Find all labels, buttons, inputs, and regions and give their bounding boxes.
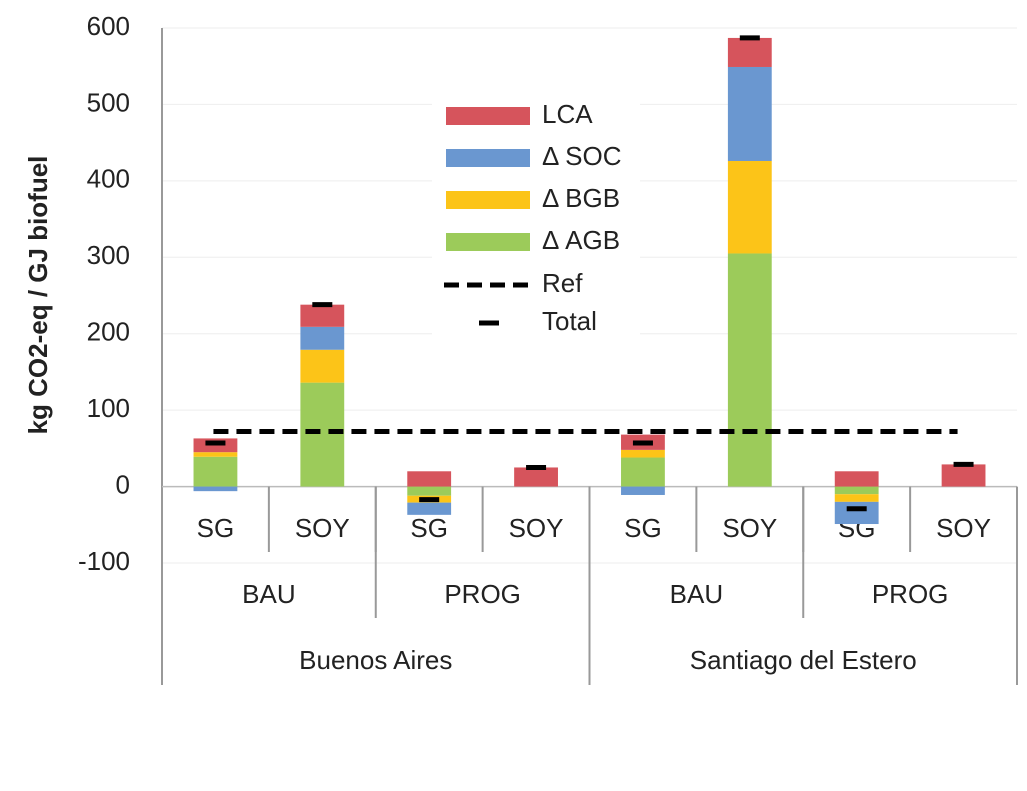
bar-segment <box>407 471 452 487</box>
bar-segment <box>193 456 238 487</box>
x-tick-label: SG <box>624 513 662 543</box>
bar-segment <box>621 457 665 487</box>
bar-segment <box>621 486 665 495</box>
bar-segment <box>193 452 238 457</box>
bar-segment <box>834 486 879 495</box>
y-tick-label: 400 <box>87 164 130 194</box>
legend-swatch <box>446 191 530 209</box>
x-group-label: BAU <box>242 579 295 609</box>
bar-segment <box>727 66 772 161</box>
legend-label: LCA <box>542 99 593 129</box>
legend-label: Total <box>542 306 597 336</box>
x-tick-label: SOY <box>936 513 991 543</box>
legend-swatch <box>446 233 530 251</box>
bar-segment <box>407 486 452 496</box>
bar-segment <box>407 502 452 515</box>
bar-segment <box>834 501 879 525</box>
y-tick-label: 200 <box>87 317 130 347</box>
x-tick-label: SOY <box>295 513 350 543</box>
legend-label: Δ SOC <box>542 141 622 171</box>
bar-segment <box>193 486 238 492</box>
x-group-label: BAU <box>670 579 723 609</box>
x-group-label: Buenos Aires <box>299 645 452 675</box>
y-tick-label: -100 <box>78 546 130 576</box>
bar-segment <box>941 464 986 487</box>
y-tick-label: 300 <box>87 240 130 270</box>
legend-label: Δ BGB <box>542 183 620 213</box>
x-tick-label: SOY <box>722 513 777 543</box>
legend-swatch <box>446 149 530 167</box>
y-tick-label: 600 <box>87 11 130 41</box>
bar-segment <box>834 494 879 502</box>
x-group-label: PROG <box>872 579 949 609</box>
x-tick-label: SOY <box>509 513 564 543</box>
x-group-label: Santiago del Estero <box>690 645 917 675</box>
legend-label: Ref <box>542 268 583 298</box>
y-tick-label: 0 <box>116 469 130 499</box>
y-tick-label: 100 <box>87 393 130 423</box>
x-tick-label: SG <box>410 513 448 543</box>
bar-segment <box>300 349 345 383</box>
legend-swatch <box>446 107 530 125</box>
x-tick-label: SG <box>197 513 235 543</box>
legend-label: Δ AGB <box>542 225 620 255</box>
bar-segment <box>300 326 345 350</box>
bar-segment <box>300 304 345 327</box>
bar-segment <box>621 449 665 458</box>
y-tick-label: 500 <box>87 87 130 117</box>
x-group-label: PROG <box>444 579 521 609</box>
legend-box <box>432 95 640 340</box>
bar-segment <box>727 37 772 67</box>
bar-segment <box>834 471 879 487</box>
bar-segment <box>300 382 345 487</box>
y-axis-label: kg CO2-eq / GJ biofuel <box>23 156 53 435</box>
bar-segment <box>727 253 772 487</box>
bar-segment <box>727 160 772 254</box>
bar-segment <box>514 467 558 487</box>
